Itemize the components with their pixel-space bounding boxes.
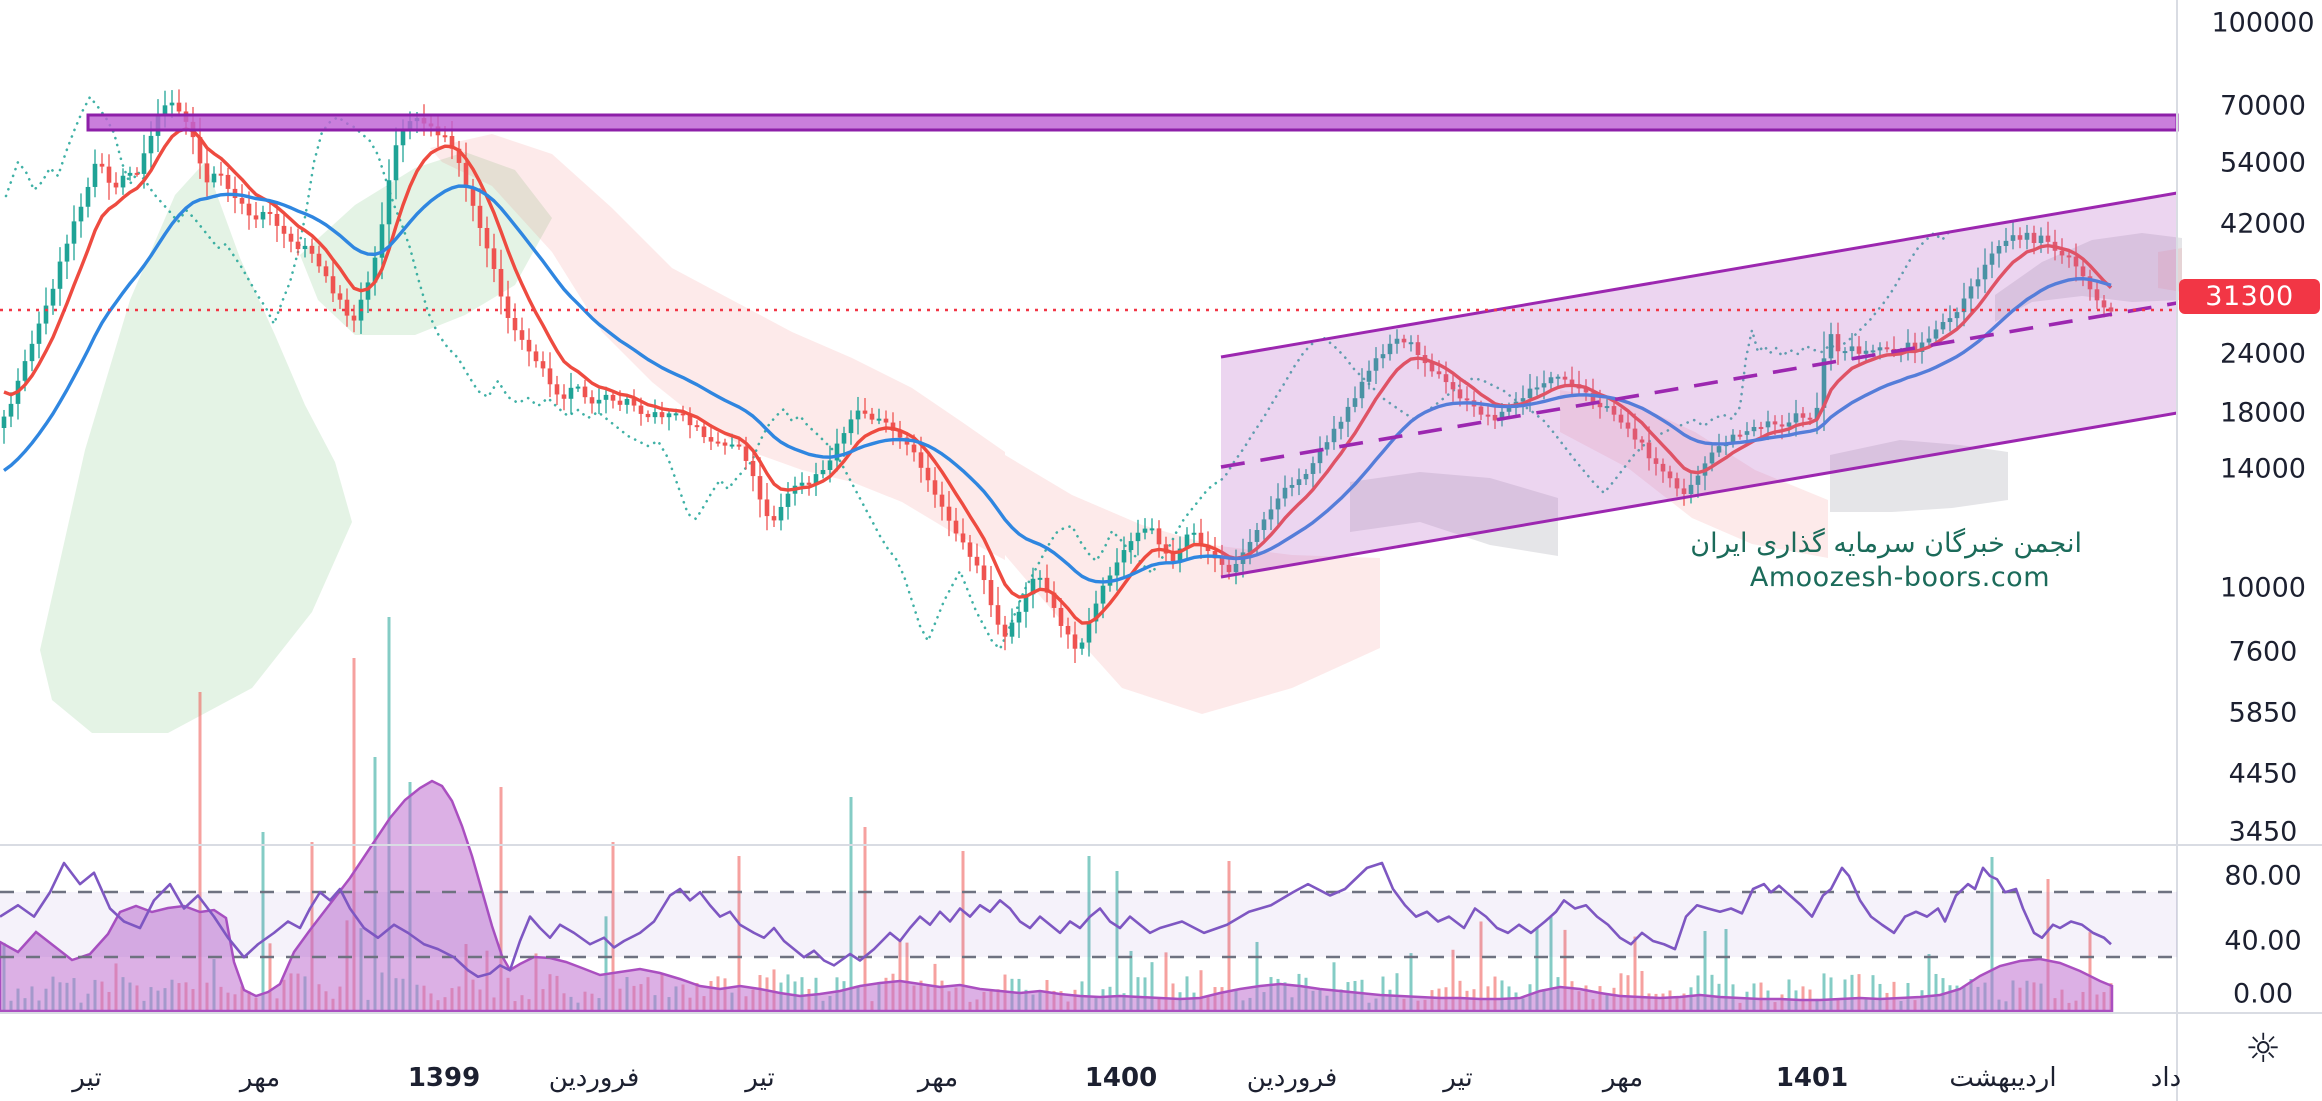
rsi-band-fill [0,892,2177,957]
watermark-line1: انجمن خبرگان سرمایه گذاری ایران [1690,528,2082,559]
price-tick-label: 10000 [2220,572,2306,604]
price-tick-label: 4450 [2228,758,2298,790]
rsi-tick-label: 80.00 [2224,860,2302,892]
volume-ma-area [0,779,2114,1013]
time-tick-label: فروردین [548,1063,640,1093]
price-tick-label: 3450 [2228,816,2298,848]
rsi-tick-label: 0.00 [2232,978,2294,1010]
ichimoku-cloud-gray [1350,472,1558,556]
price-tick-label: 7600 [2228,636,2298,668]
price-tick-label: 70000 [2220,90,2306,122]
time-tick-label: تیر [72,1063,102,1093]
resistance-zone-rectangle[interactable] [86,113,2179,132]
price-tick-label: 42000 [2220,208,2306,240]
time-tick-label: مهر [917,1063,959,1093]
time-tick-label: تیر [1443,1063,1473,1093]
time-tick-label: مهر [239,1063,281,1093]
trend-channel-top-border[interactable] [1220,191,2178,359]
price-tick-label: 5850 [2228,697,2298,729]
time-tick-label: 1400 [1084,1063,1158,1093]
time-tick-label: 1401 [1775,1063,1849,1093]
watermark-line2: Amoozesh-boors.com [1749,562,2050,593]
time-tick-label: داد [2150,1063,2182,1093]
time-tick-label: مهر [1602,1063,1644,1093]
trend-channel-bottom-border[interactable] [1220,411,2178,579]
price-tick-label: 14000 [2220,453,2306,485]
ichimoku-cloud-pink [430,134,1005,560]
rsi-tick-label: 40.00 [2224,925,2302,957]
time-tick-label: فروردین [1246,1063,1338,1093]
price-tick-label: 24000 [2220,338,2306,370]
ichimoku-cloud-green [40,162,352,733]
trend-channel-median-dashed[interactable] [1220,301,2178,469]
last-price-badge: 31300 [2179,279,2320,314]
time-tick-label: تیر [745,1063,775,1093]
ichimoku-cloud-pink [1005,455,1380,714]
price-tick-label: 18000 [2220,397,2306,429]
ma-slow-blue-line [2,184,2112,584]
sun-icon[interactable]: ☼ [2245,1026,2281,1072]
ichimoku-cloud-gray [1830,440,2008,512]
last-price-value: 31300 [2205,281,2294,312]
rsi-line [0,861,2112,979]
price-tick-label: 100000 [2211,7,2315,39]
ichimoku-cloud-pink [1560,390,1828,558]
time-tick-label: اردیبهشت [1949,1063,2057,1093]
price-tick-label: 54000 [2220,147,2306,179]
time-tick-label: 1399 [407,1063,481,1093]
